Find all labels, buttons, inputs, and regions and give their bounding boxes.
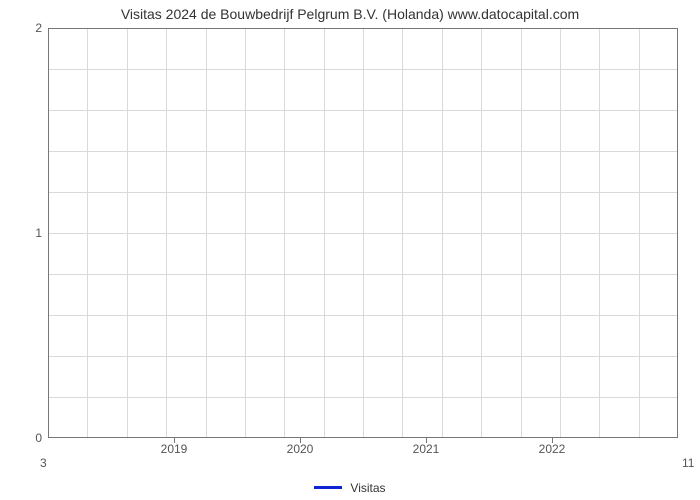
x-tick-label: 2022 <box>539 438 566 456</box>
axis-corner-label: 3 <box>40 456 47 470</box>
series-layer <box>48 28 678 438</box>
series-line <box>48 233 678 438</box>
x-tick-label: 2020 <box>287 438 314 456</box>
legend-swatch <box>314 486 342 489</box>
chart-title: Visitas 2024 de Bouwbedrijf Pelgrum B.V.… <box>0 6 700 22</box>
legend-label: Visitas <box>350 481 385 495</box>
y-tick-label: 2 <box>35 21 48 35</box>
y-tick-label: 1 <box>35 226 48 240</box>
legend: Visitas <box>0 476 700 495</box>
y-tick-label: 0 <box>35 431 48 445</box>
legend-item: Visitas <box>314 481 385 495</box>
x-tick-label: 2019 <box>161 438 188 456</box>
plot-area: 0122019202020212022311 <box>48 28 678 438</box>
x-tick-label: 2021 <box>413 438 440 456</box>
axis-corner-label: 11 <box>682 456 694 470</box>
chart-container: { "chart": { "type": "line", "title": "V… <box>0 0 700 500</box>
